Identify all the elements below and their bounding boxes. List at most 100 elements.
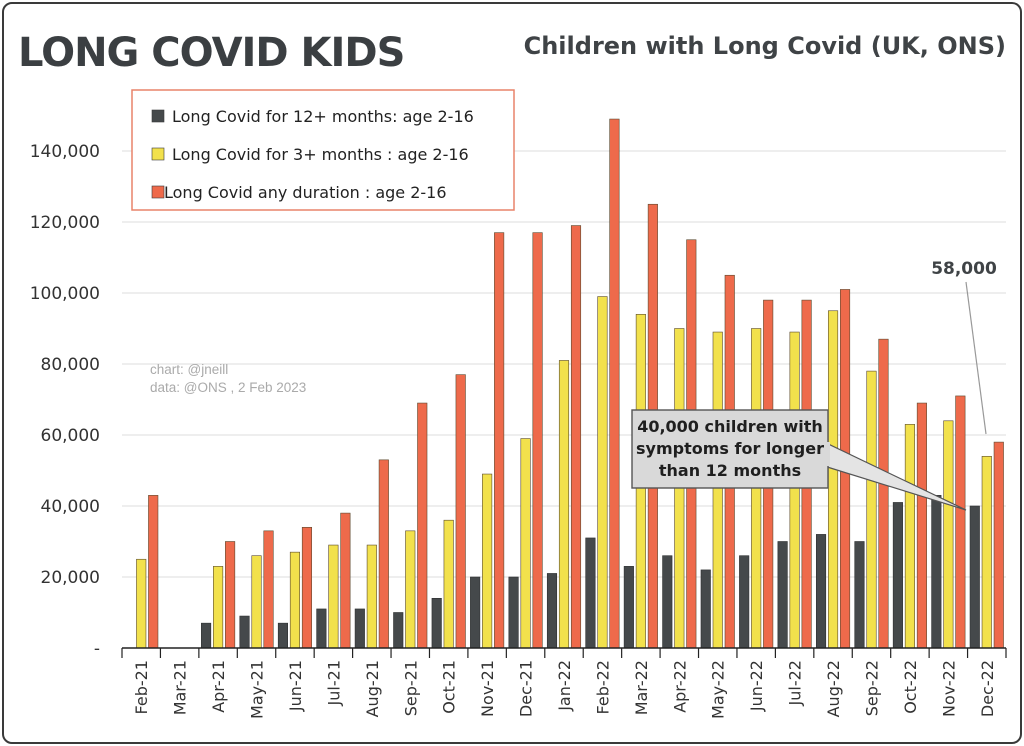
- chart-canvas: LONG COVID KIDS Children with Long Covid…: [18, 30, 1007, 719]
- bar-dec-22-s2: [993, 441, 1004, 649]
- bar-jun-21-s1: [289, 551, 301, 649]
- x-tick-label: Mar-21: [171, 660, 190, 715]
- y-axis-ticks: - 20,000 40,000 60,000 80,000 100,000 120,000 1…: [30, 142, 100, 659]
- y-tick-label: 40,000: [41, 497, 100, 517]
- callout-joint: [824, 442, 830, 466]
- value-annotation: 58,000: [931, 259, 997, 435]
- bar-jan-22-s0: [546, 573, 558, 649]
- bar-oct-21-s0: [431, 597, 442, 649]
- bar-aug-21-s2: [378, 459, 389, 649]
- bar-mar-22-s0: [623, 566, 634, 649]
- callout-annotation: 40,000 children with symptoms for longer…: [631, 409, 967, 511]
- bar-oct-21-s1: [443, 519, 454, 649]
- bar-feb-22-s2: [609, 118, 620, 649]
- bar-sep-21-s2: [417, 402, 428, 649]
- legend: Long Covid for 12+ months: age 2-16 Long …: [131, 89, 515, 211]
- bar-dec-22-s1: [981, 455, 992, 649]
- x-tick-label: Apr-21: [209, 660, 228, 713]
- x-tick-label: Jul-21: [324, 660, 343, 706]
- legend-box: [131, 89, 515, 211]
- bar-feb-21-s2: [148, 495, 159, 649]
- bar-nov-21-s1: [482, 473, 493, 649]
- y-tick-label: 120,000: [30, 213, 100, 233]
- y-tick-label: 60,000: [41, 426, 100, 446]
- bar-sep-22-s2: [878, 338, 889, 649]
- legend-label: Long Covid for 12+ months: age 2-16: [172, 107, 474, 126]
- bar-sep-22-s0: [854, 541, 865, 649]
- bar-nov-21-s2: [494, 232, 505, 649]
- bar-dec-22-s0: [969, 505, 980, 649]
- bar-jan-22-s2: [570, 225, 582, 649]
- value-leader-line: [965, 281, 987, 435]
- chart-credit: chart: @jneill: [150, 362, 228, 377]
- bar-aug-22-s1: [827, 310, 839, 649]
- legend-swatch: [151, 109, 165, 123]
- bar-dec-21-s1: [520, 438, 531, 649]
- bar-dec-21-s0: [508, 576, 519, 649]
- bar-aug-21-s0: [354, 608, 365, 649]
- chart-title: Children with Long Covid (UK, ONS): [524, 32, 1006, 60]
- bar-feb-22-s0: [585, 537, 596, 649]
- x-tick-label: Nov-22: [939, 660, 958, 717]
- bar-apr-21-s2: [225, 541, 236, 649]
- x-tick-label: Dec-21: [517, 660, 536, 717]
- x-tick-label: Apr-22: [670, 660, 689, 713]
- x-tick-label: May-21: [248, 660, 267, 719]
- x-tick-label: Mar-22: [632, 660, 651, 715]
- legend-label: Long Covid for 3+ months : age 2-16: [172, 145, 469, 164]
- bar-sep-22-s1: [866, 370, 877, 649]
- bar-may-22-s1: [712, 331, 723, 649]
- bar-jul-22-s1: [789, 331, 800, 649]
- bar-oct-22-s0: [892, 502, 903, 649]
- x-tick-label: Dec-22: [978, 660, 997, 717]
- bar-may-21-s2: [263, 530, 274, 649]
- bar-nov-21-s0: [470, 576, 481, 649]
- x-tick-label: Oct-22: [901, 660, 920, 714]
- y-tick-label: 100,000: [30, 284, 100, 304]
- bar-apr-21-s1: [213, 566, 224, 649]
- bar-jun-21-s0: [277, 622, 289, 649]
- y-tick-label: -: [94, 639, 100, 659]
- bar-sep-21-s0: [393, 612, 404, 649]
- bar-dec-21-s2: [532, 232, 543, 649]
- y-tick-label: 140,000: [30, 142, 100, 162]
- x-tick-label: Feb-21: [132, 660, 151, 714]
- bar-jun-22-s0: [739, 555, 750, 649]
- callout-line-3: than 12 months: [659, 461, 801, 480]
- bar-nov-22-s2: [955, 395, 966, 649]
- bar-jun-21-s2: [301, 526, 313, 649]
- bar-jul-21-s1: [328, 544, 339, 649]
- bar-nov-22-s0: [931, 495, 942, 649]
- bar-feb-22-s1: [597, 296, 608, 649]
- bar-oct-22-s2: [916, 402, 927, 649]
- callout-line-1: 40,000 children with: [637, 417, 823, 436]
- x-tick-label: Jul-22: [786, 660, 805, 706]
- x-tick-label: Sep-22: [862, 660, 881, 716]
- x-tick-label: Feb-22: [593, 660, 612, 714]
- x-tick-label: Jun-21: [286, 660, 305, 712]
- x-tick-label: Sep-21: [401, 660, 420, 716]
- bar-feb-21-s1: [136, 558, 147, 649]
- bar-jul-22-s0: [777, 541, 788, 649]
- callout-line-2: symptoms for longer: [636, 439, 824, 458]
- bar-oct-22-s1: [904, 424, 915, 649]
- x-tick-label: May-22: [709, 660, 728, 719]
- x-axis-ticks: Feb-21 Mar-21 Apr-21 May-21 Jun-21 Jul-21 Aug-…: [121, 648, 1007, 719]
- bar-aug-21-s1: [366, 544, 377, 649]
- y-tick-label: 80,000: [41, 355, 100, 375]
- x-tick-label: Oct-21: [440, 660, 459, 714]
- value-label-58000: 58,000: [931, 259, 997, 279]
- bar-sep-21-s1: [405, 530, 416, 649]
- bar-nov-22-s1: [943, 420, 954, 649]
- legend-swatch: [151, 185, 165, 199]
- bar-may-21-s1: [251, 555, 262, 649]
- x-tick-label: Jan-22: [555, 660, 574, 712]
- data-credit: data: @ONS , 2 Feb 2023: [150, 380, 306, 395]
- bar-apr-22-s0: [662, 555, 673, 649]
- bar-aug-22-s0: [815, 534, 827, 649]
- bar-oct-21-s2: [455, 374, 466, 649]
- legend-swatch: [151, 147, 165, 161]
- bar-jul-21-s2: [340, 512, 351, 649]
- x-tick-label: Jun-22: [747, 660, 766, 712]
- y-tick-label: 20,000: [41, 568, 100, 588]
